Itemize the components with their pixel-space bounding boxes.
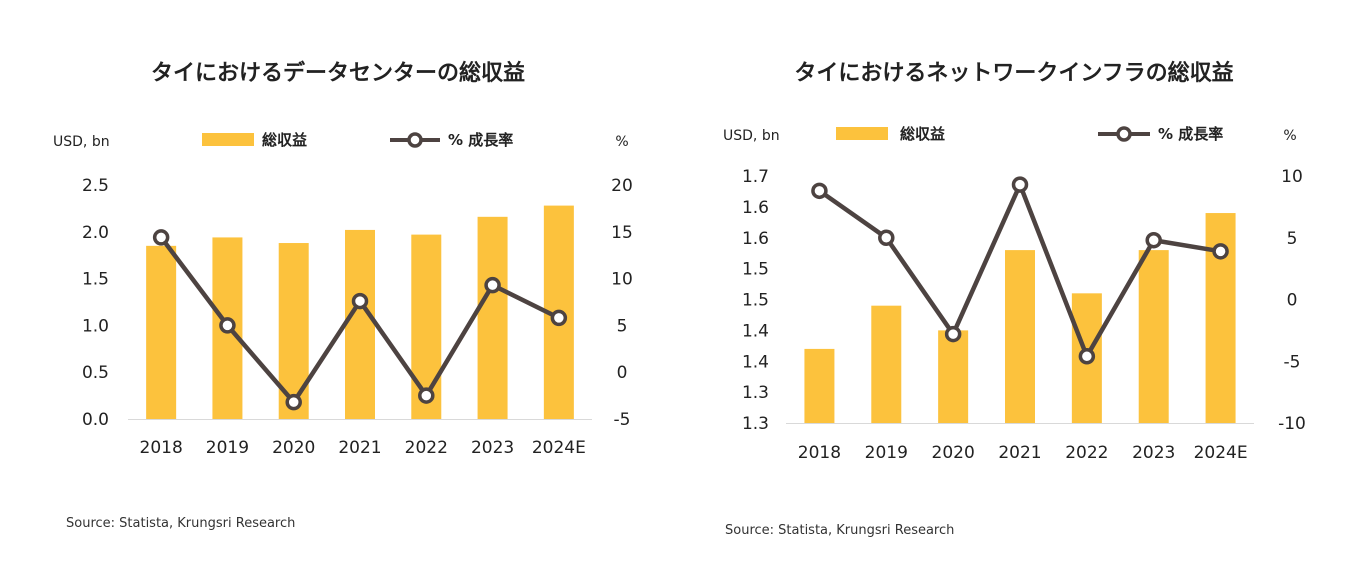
growth-rate-point [944,325,962,343]
left-axis-tick-label: 2.5 [82,176,109,196]
left-axis-tick-label: 1.4 [742,352,769,372]
category-label: 2023 [1132,443,1175,463]
left-axis-tick-label: 1.7 [742,167,769,187]
legend-bar-swatch [836,127,888,140]
revenue-bar [804,348,835,423]
right-axis-unit: % [1283,128,1296,144]
legend-line-label: % 成長率 [448,131,513,149]
right-chart-panel: タイにおけるネットワークインフラの総収益 USD, bn% 総収益 % 成長率 1.3… [678,0,1357,575]
revenue-bar [938,330,969,423]
category-label: 2022 [1065,443,1108,463]
left-axis-tick-label: 0.0 [82,410,109,430]
growth-rate-point [811,182,828,200]
growth-rate-point [1011,176,1029,193]
chart-svg: USD, bn % 総収益 % 成長率 1.3 1.3 1.4 1.4 1.5 1.5 1.6 1.6… [723,125,1306,463]
growth-rate-point [1078,348,1096,365]
right-axis-tick-label: -5 [1284,352,1301,372]
category-label: 2018 [798,443,841,463]
left-axis-tick-label: 1.4 [742,321,769,341]
category-label: 2019 [865,443,908,463]
growth-rate-point [152,229,170,246]
right-axis-tick-label: 5 [1287,229,1298,249]
left-axis-tick-label: 1.5 [82,270,109,290]
category-label: 2019 [206,438,249,458]
legend-line-marker [407,132,423,148]
left-chart-panel: タイにおけるデータセンターの総収益 USD, bn% 総収益 % 成長率 0.0 0.5… [53,61,633,531]
chart-svg: USD, bn % 総収益 % 成長率 0.0 0.5 1.0 1.5 2.0 2.5 -5 0 5 10… [53,131,633,458]
right-axis-tick-label: 15 [611,223,633,243]
category-label: 2018 [140,438,183,458]
right-axis-tick-label: 0 [617,363,628,383]
growth-rate-point [550,309,568,327]
left-axis-tick-label: 1.6 [742,229,769,249]
category-label: 2021 [338,438,381,458]
growth-rate-point [1145,231,1162,249]
legend-bar-swatch [202,133,254,146]
left-axis-tick-label: 1.3 [742,414,769,434]
growth-rate-point [878,229,895,246]
left-axis-unit: USD, bn [723,128,780,144]
source-note: Source: Statista, Krungsri Research [66,516,296,531]
legend-line-marker [1116,126,1132,142]
growth-rate-point [285,393,302,411]
revenue-bar [477,216,508,419]
growth-rate-point [484,276,501,294]
right-axis-tick-label: -5 [614,410,631,430]
revenue-bar [1138,250,1169,423]
growth-rate-point [1212,243,1229,260]
left-axis-tick-label: 1.5 [742,260,769,280]
revenue-bar [345,229,375,419]
chart-title: タイにおけるデータセンターの総収益 [150,61,526,86]
category-label: 2022 [405,438,448,458]
revenue-bar [871,305,902,423]
category-label: 2020 [932,443,975,463]
right-axis-tick-label: 5 [617,316,628,336]
left-axis-tick-label: 2.0 [82,223,109,243]
right-axis-tick-label: 0 [1287,291,1298,311]
legend-line-label: % 成長率 [1158,125,1223,143]
right-axis-unit: % [615,134,628,150]
source-note: Source: Statista, Krungsri Research [725,523,955,538]
left-axis-tick-label: 1.6 [742,198,769,218]
left-axis-unit: USD, bn [53,134,110,150]
right-axis-tick-label: -10 [1278,414,1306,434]
growth-rate-point [351,292,369,310]
category-label: 2021 [998,443,1041,463]
right-axis-tick-label: 10 [1281,167,1303,187]
category-label: 2023 [471,438,514,458]
growth-rate-point [219,317,236,334]
category-label: 2020 [272,438,315,458]
category-label: 2024E [1194,443,1248,463]
left-axis-tick-label: 1.0 [82,316,109,336]
revenue-bar [146,245,177,419]
growth-rate-point [418,387,435,404]
legend-bar-label: 総収益 [262,131,307,149]
right-axis-tick-label: 20 [611,176,633,196]
left-axis-tick-label: 1.5 [742,291,769,311]
legend-bar-label: 総収益 [900,125,945,143]
left-axis-tick-label: 1.3 [742,383,769,403]
revenue-bar [1005,250,1035,423]
right-axis-tick-label: 10 [611,270,633,290]
category-label: 2024E [532,438,586,458]
left-axis-tick-label: 0.5 [82,363,109,383]
chart-title: タイにおけるネットワークインフラの総収益 [794,61,1234,86]
